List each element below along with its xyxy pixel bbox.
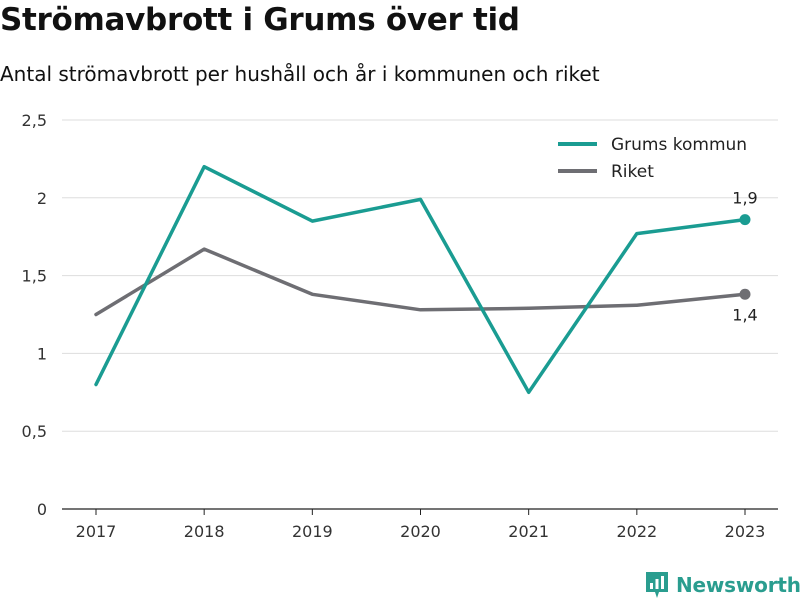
end-value-label-riket: 1,4 xyxy=(732,305,757,324)
series-layer: 1,4 1,9 xyxy=(94,164,758,395)
x-tick-label: 2022 xyxy=(616,522,657,541)
end-value-label-grums-kommun: 1,9 xyxy=(732,189,757,208)
x-tick-label: 2017 xyxy=(76,522,117,541)
y-tick-label: 0,5 xyxy=(22,422,47,441)
data-point-riket xyxy=(739,288,751,300)
chart-subtitle: Antal strömavbrott per hushåll och år i … xyxy=(0,62,600,86)
legend-label-grums-kommun: Grums kommun xyxy=(611,135,747,155)
series-line-riket xyxy=(94,247,747,317)
x-tick-label: 2018 xyxy=(184,522,225,541)
series-line-grums-kommun xyxy=(94,164,747,395)
legend-label-riket: Riket xyxy=(611,162,654,182)
legend: Grums kommun Riket xyxy=(558,135,747,182)
x-tick-label: 2020 xyxy=(400,522,441,541)
grid-layer xyxy=(62,119,778,432)
y-tick-label: 2 xyxy=(37,189,47,208)
y-tick-label: 0 xyxy=(37,500,47,519)
x-tick-label: 2023 xyxy=(725,522,766,541)
brand-name: Newsworthy xyxy=(676,573,800,597)
y-tick-label: 1 xyxy=(37,344,47,363)
brand-logo: Newsworthy xyxy=(644,569,800,601)
axis-layer: 0 0,5 1 1,5 2 2,5 2017 2018 2019 2020 2021 2022 2023 xyxy=(22,111,778,541)
x-tick-label: 2019 xyxy=(292,522,333,541)
x-tick-label: 2021 xyxy=(508,522,549,541)
y-tick-label: 1,5 xyxy=(22,267,47,286)
data-point-grums-kommun xyxy=(739,214,751,226)
chart-title: Strömavbrott i Grums över tid xyxy=(0,2,520,38)
newsworthy-logo-icon xyxy=(646,572,668,598)
y-tick-label: 2,5 xyxy=(22,111,47,130)
